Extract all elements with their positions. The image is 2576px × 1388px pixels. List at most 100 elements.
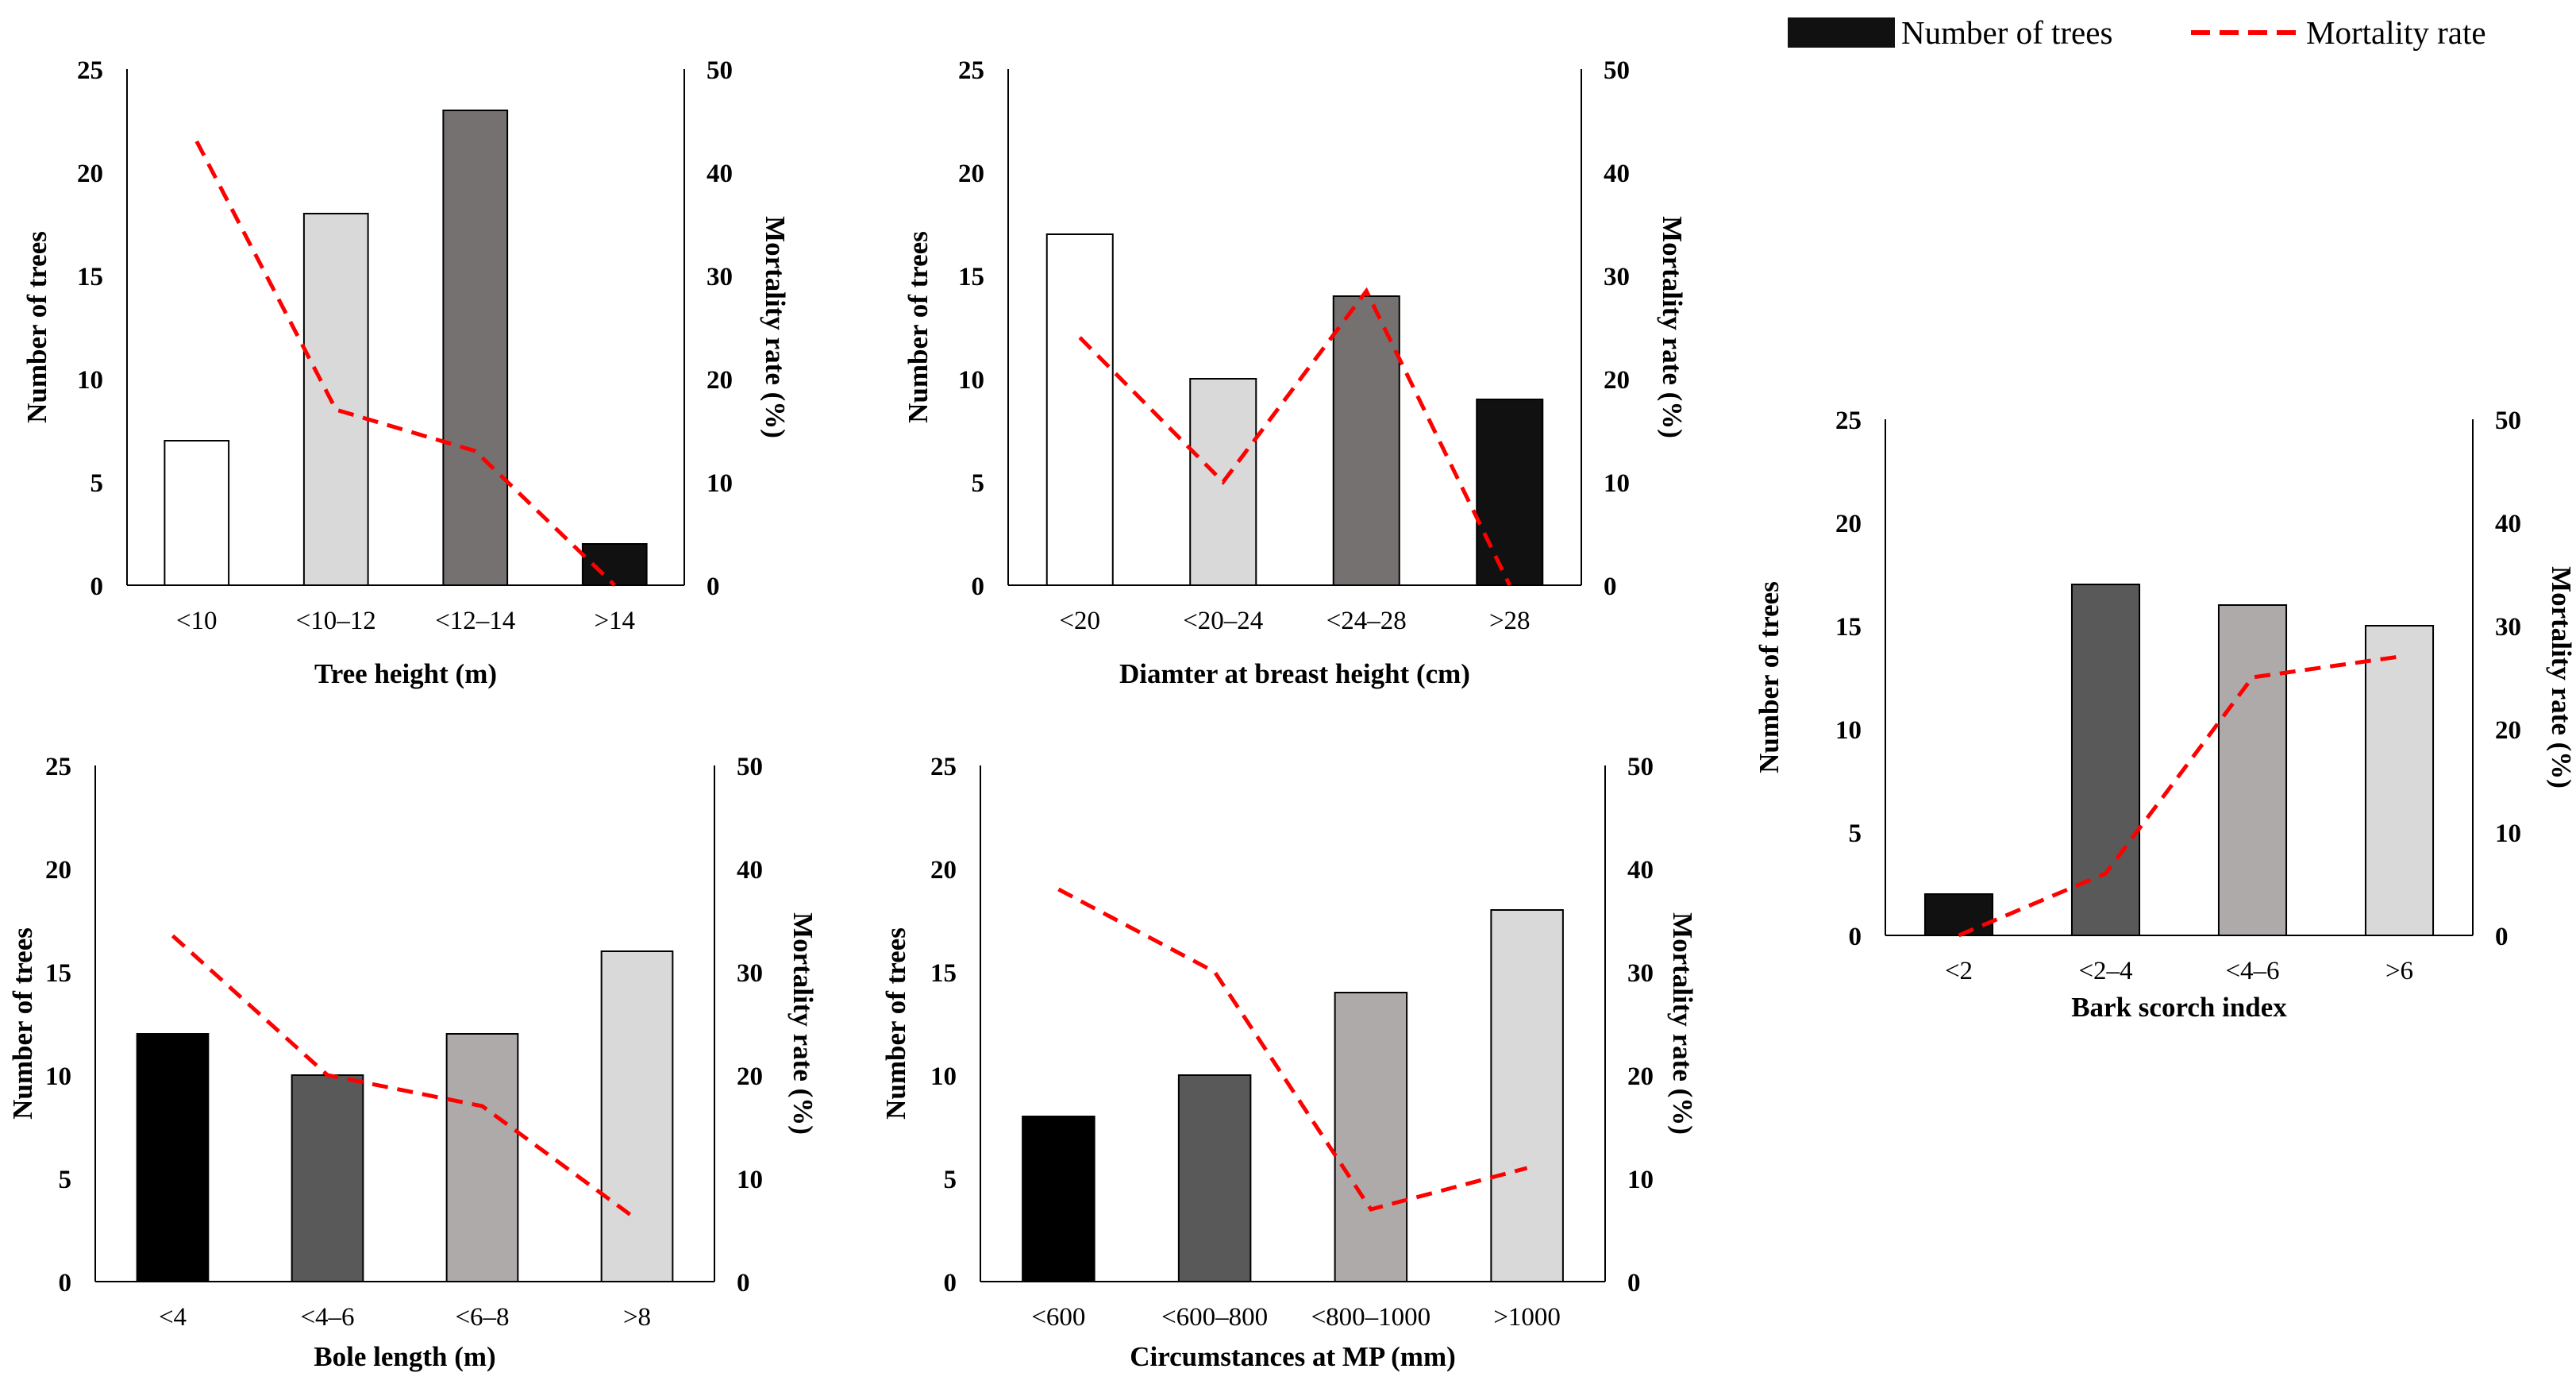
y-tick-label: 20 [77, 160, 103, 188]
legend-bar-label: Number of trees [1901, 14, 2112, 51]
x-axis-title: Circumstances at MP (mm) [1130, 1341, 1456, 1372]
chart-bark-scorch-index: 0 5 10 15 20 25 0 10 20 30 40 50 <2 <2–4 <4–6 >6 Bark sc… [1754, 407, 2576, 1023]
category-label: <20 [1059, 607, 1100, 635]
bar [1022, 1116, 1095, 1282]
y2-tick-label: 0 [1604, 573, 1617, 601]
y-tick-label: 25 [958, 56, 984, 85]
y2-tick-label: 20 [1627, 1062, 1654, 1091]
y2-tick-label: 0 [2495, 923, 2509, 951]
category-label: <10 [176, 607, 218, 635]
y2-tick-label: 10 [737, 1166, 763, 1194]
y2-tick-label: 20 [1604, 366, 1630, 395]
x-axis-title: Tree height (m) [314, 658, 497, 689]
y2-tick-label: 0 [1627, 1269, 1641, 1297]
y-tick-label: 25 [45, 753, 71, 781]
y-tick-label: 0 [944, 1269, 957, 1297]
y-tick-label: 20 [1835, 510, 1862, 538]
y2-tick-label: 10 [2495, 819, 2521, 848]
y-axis-title: Number of trees [7, 927, 38, 1120]
y2-tick-label: 40 [1604, 160, 1630, 188]
y-tick-label: 10 [930, 1062, 957, 1091]
bar [1332, 295, 1400, 586]
category-label: <10–12 [296, 607, 376, 635]
y2-tick-label: 30 [2495, 613, 2521, 642]
category-label: <4–6 [2225, 957, 2279, 985]
y-axis-title: Number of trees [1754, 581, 1785, 773]
mortality-line [1958, 654, 2400, 938]
bar [1334, 992, 1408, 1282]
category-label: <12–14 [435, 607, 515, 635]
bar [1045, 233, 1114, 586]
y-tick-label: 15 [1835, 613, 1862, 642]
bar [445, 1033, 519, 1282]
y-tick-label: 20 [930, 856, 957, 885]
x-axis-title: Bole length (m) [314, 1341, 495, 1372]
category-label: >14 [594, 607, 635, 635]
y2-tick-label: 40 [1627, 856, 1654, 885]
category-label: >28 [1489, 607, 1531, 635]
y2-axis-title: Mortality rate (%) [2546, 566, 2576, 788]
category-label: <4–6 [300, 1303, 354, 1332]
y2-tick-label: 40 [707, 160, 733, 188]
legend: Number of trees Mortality rate [1788, 14, 2486, 51]
bar [1490, 909, 1564, 1282]
category-label: <600–800 [1161, 1303, 1268, 1332]
y-tick-label: 10 [77, 366, 103, 395]
chart-diameter-breast-height: 0 5 10 15 20 25 0 10 20 30 40 50 <20 <20–24 <24–28 >28 D… [903, 56, 1688, 689]
y-tick-label: 0 [59, 1269, 72, 1297]
y2-tick-label: 50 [737, 753, 763, 781]
y2-tick-label: 10 [1627, 1166, 1654, 1194]
mortality-line [1078, 287, 1511, 587]
y-tick-label: 5 [59, 1166, 72, 1194]
category-label: >1000 [1493, 1303, 1561, 1332]
bar [2217, 604, 2288, 936]
y-tick-label: 20 [45, 856, 71, 885]
y-tick-label: 5 [944, 1166, 957, 1194]
bar [1177, 1074, 1252, 1282]
mortality-line [1057, 887, 1528, 1212]
bar [2364, 625, 2435, 936]
y-tick-label: 10 [45, 1062, 71, 1091]
category-label: <20–24 [1183, 607, 1263, 635]
chart-tree-height: 0 5 10 15 20 25 0 10 20 30 40 50 <10 <10–12 <12–14 >14 T… [21, 56, 791, 689]
bar [1923, 893, 1994, 936]
category-label: <24–28 [1327, 607, 1407, 635]
y2-axis-title: Mortality rate (%) [787, 912, 818, 1135]
legend-bar-swatch [1788, 17, 1895, 48]
bar [600, 950, 674, 1282]
y-axis-title: Number of trees [880, 927, 911, 1120]
y2-tick-label: 0 [707, 573, 720, 601]
y-tick-label: 0 [1849, 923, 1862, 951]
y-axis-title: Number of trees [21, 231, 52, 423]
bar [302, 213, 369, 586]
y2-tick-label: 20 [737, 1062, 763, 1091]
chart-bole-length: 0 5 10 15 20 25 0 10 20 30 40 50 <4 <4–6 <6–8 >8 Bole le… [7, 753, 818, 1372]
legend-line-label: Mortality rate [2306, 14, 2486, 51]
y-tick-label: 25 [77, 56, 103, 85]
y2-tick-label: 50 [1604, 56, 1630, 85]
y2-tick-label: 10 [1604, 469, 1630, 498]
y2-tick-label: 0 [737, 1269, 750, 1297]
mortality-line [194, 140, 616, 587]
category-label: <6–8 [455, 1303, 509, 1332]
category-label: <2 [1945, 957, 1973, 985]
bar [442, 110, 509, 586]
category-label: <2–4 [2078, 957, 2132, 985]
y2-tick-label: 20 [707, 366, 733, 395]
category-label: <600 [1031, 1303, 1085, 1332]
y-axis-title: Number of trees [903, 231, 934, 423]
category-label: >6 [2385, 957, 2413, 985]
y2-axis-title: Mortality rate (%) [760, 216, 791, 438]
x-axis-title: Bark scorch index [2071, 992, 2287, 1023]
bar [136, 1033, 210, 1282]
y-tick-label: 25 [1835, 407, 1862, 435]
bar [1476, 399, 1544, 586]
mortality-line [171, 934, 638, 1222]
y2-tick-label: 30 [737, 959, 763, 988]
bar [2070, 584, 2141, 936]
y-tick-label: 25 [930, 753, 957, 781]
y2-tick-label: 20 [2495, 716, 2521, 745]
bar [164, 440, 230, 586]
y2-tick-label: 30 [1604, 263, 1630, 291]
